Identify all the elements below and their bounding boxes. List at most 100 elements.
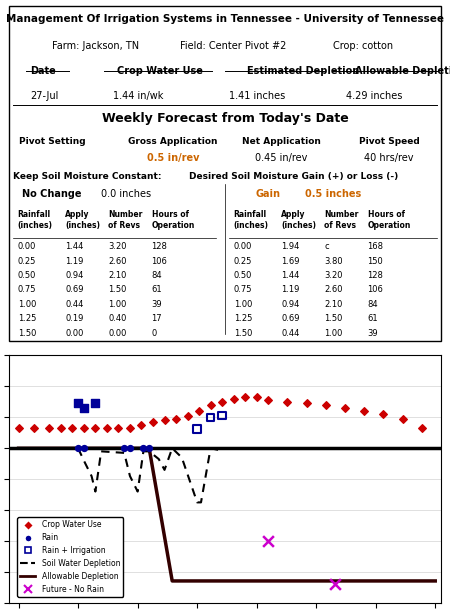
Text: 2.60: 2.60 (324, 285, 343, 294)
Text: 0.25: 0.25 (234, 256, 252, 266)
Text: 0.75: 0.75 (18, 285, 36, 294)
Text: 0.45 in/rev: 0.45 in/rev (255, 153, 307, 163)
Text: 1.41 inches: 1.41 inches (229, 91, 285, 102)
Point (172, 414, 180, 424)
Point (322, 400, 329, 410)
Text: Keep Soil Moisture Constant:: Keep Soil Moisture Constant: (13, 172, 161, 181)
Text: 1.44: 1.44 (281, 271, 300, 280)
Point (303, 398, 310, 408)
Text: Net Application: Net Application (242, 136, 320, 146)
Point (161, 415, 168, 425)
Point (69, 423, 76, 433)
Point (219, 397, 226, 407)
Text: 168: 168 (368, 242, 383, 251)
Text: Estimated Depletion: Estimated Depletion (247, 66, 359, 76)
Text: 1.00: 1.00 (18, 300, 36, 309)
Text: Crop Water Use: Crop Water Use (117, 66, 203, 76)
Point (284, 397, 291, 407)
Text: 61: 61 (152, 285, 162, 294)
Text: 84: 84 (368, 300, 378, 309)
Text: 0.19: 0.19 (65, 314, 84, 323)
Point (207, 412, 214, 422)
Text: 0.94: 0.94 (281, 300, 300, 309)
Text: Field: Center Pivot #2: Field: Center Pivot #2 (180, 41, 287, 51)
Point (242, 392, 249, 402)
Text: Gross Application: Gross Application (128, 136, 218, 146)
Text: 1.25: 1.25 (18, 314, 36, 323)
Point (332, 580, 339, 590)
Text: 0.69: 0.69 (281, 314, 300, 323)
Text: 17: 17 (152, 314, 162, 323)
Text: Weekly Forecast from Today's Date: Weekly Forecast from Today's Date (102, 111, 348, 125)
Point (126, 423, 134, 433)
Point (265, 536, 272, 546)
Point (207, 400, 214, 410)
Text: Desired Soil Moisture Gain (+) or Loss (-): Desired Soil Moisture Gain (+) or Loss (… (189, 172, 399, 181)
Point (230, 394, 237, 404)
Text: Pivot Speed: Pivot Speed (359, 136, 419, 146)
Point (418, 423, 425, 433)
Point (342, 403, 349, 413)
Point (80, 443, 87, 453)
Text: Number
of Revs: Number of Revs (324, 210, 359, 230)
Text: 3.20: 3.20 (324, 271, 343, 280)
Point (140, 443, 147, 453)
Point (399, 414, 406, 424)
Text: 1.50: 1.50 (18, 328, 36, 337)
Text: Number
of Revs: Number of Revs (108, 210, 143, 230)
Point (265, 395, 272, 405)
Point (15, 423, 22, 433)
Text: 0.00: 0.00 (108, 328, 127, 337)
Point (80, 423, 87, 433)
Point (92, 398, 99, 408)
Text: 0.25: 0.25 (18, 256, 36, 266)
Text: 150: 150 (368, 256, 383, 266)
Text: Crop: cotton: Crop: cotton (333, 41, 393, 51)
Text: 4.29 inches: 4.29 inches (346, 91, 402, 102)
Text: 39: 39 (152, 300, 162, 309)
Point (104, 423, 111, 433)
Text: 2.10: 2.10 (108, 271, 127, 280)
Text: Apply
(inches): Apply (inches) (281, 210, 316, 230)
Text: 0.5 inches: 0.5 inches (305, 189, 361, 199)
Text: 0.69: 0.69 (65, 285, 84, 294)
Point (126, 443, 134, 453)
Point (195, 406, 203, 416)
Text: c: c (324, 242, 329, 251)
Text: 0.0 inches: 0.0 inches (101, 189, 151, 199)
Point (121, 443, 128, 453)
Point (75, 443, 82, 453)
Text: 39: 39 (368, 328, 378, 337)
Text: 0.5 in/rev: 0.5 in/rev (147, 153, 199, 163)
Text: 1.19: 1.19 (65, 256, 84, 266)
Text: 2.60: 2.60 (108, 256, 127, 266)
Point (253, 392, 260, 402)
Text: Farm: Jackson, TN: Farm: Jackson, TN (52, 41, 139, 51)
Text: 0.94: 0.94 (65, 271, 84, 280)
Text: 1.25: 1.25 (234, 314, 252, 323)
Point (380, 409, 387, 419)
Text: 84: 84 (152, 271, 162, 280)
Text: Date: Date (31, 66, 56, 76)
Text: 0.00: 0.00 (65, 328, 84, 337)
Text: Apply
(inches): Apply (inches) (65, 210, 100, 230)
Text: 1.00: 1.00 (324, 328, 343, 337)
Point (194, 424, 201, 434)
Text: Rainfall
(inches): Rainfall (inches) (18, 210, 53, 230)
Text: 61: 61 (368, 314, 378, 323)
Text: 128: 128 (368, 271, 383, 280)
Text: 0.75: 0.75 (234, 285, 252, 294)
Text: 0.00: 0.00 (18, 242, 36, 251)
Text: 106: 106 (152, 256, 167, 266)
Point (184, 411, 191, 421)
Text: Hours of
Operation: Hours of Operation (368, 210, 411, 230)
Point (219, 411, 226, 421)
Text: 1.00: 1.00 (234, 300, 252, 309)
Point (138, 420, 145, 430)
Text: Hours of
Operation: Hours of Operation (152, 210, 195, 230)
Text: Rainfall
(inches): Rainfall (inches) (234, 210, 269, 230)
Point (46, 423, 53, 433)
Text: Pivot Setting: Pivot Setting (19, 136, 86, 146)
Text: Gain: Gain (256, 189, 281, 199)
Text: No Change: No Change (22, 189, 82, 199)
